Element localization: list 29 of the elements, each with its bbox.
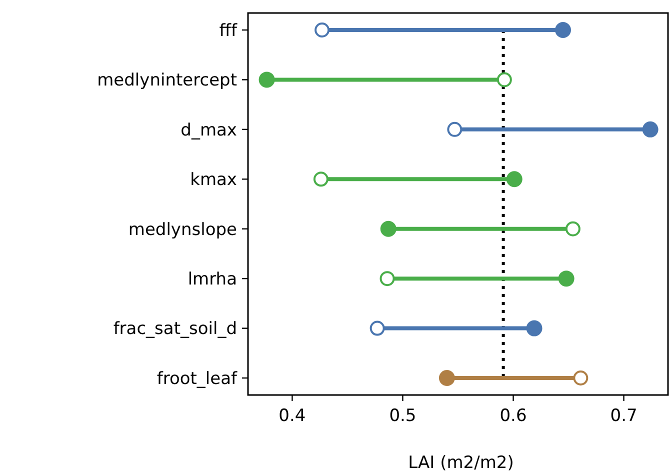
y-tick-label: d_max <box>180 120 237 140</box>
point <box>313 172 328 187</box>
x-axis-title: LAI (m2/m2) <box>408 453 514 473</box>
y-tick-label: fff <box>219 20 238 41</box>
y-tick-label: medlynslope <box>128 220 237 240</box>
point <box>438 370 455 386</box>
point <box>526 320 542 336</box>
point <box>558 270 574 287</box>
point <box>380 271 395 286</box>
point <box>506 171 522 188</box>
point <box>258 72 275 88</box>
y-tick-label: kmax <box>190 170 237 190</box>
y-tick-label: medlynintercept <box>97 70 238 91</box>
point <box>573 370 588 386</box>
x-tick-label: 0.5 <box>389 406 416 426</box>
x-tick-label: 0.7 <box>610 406 638 426</box>
point <box>555 22 571 38</box>
x-tick-label: 0.6 <box>500 406 527 426</box>
x-tick-label: 0.4 <box>278 406 306 426</box>
point <box>314 22 330 38</box>
point <box>496 72 512 88</box>
point <box>380 220 396 237</box>
point <box>370 320 385 336</box>
y-tick-label: frac_sat_soil_d <box>113 319 237 340</box>
point <box>642 121 658 138</box>
point <box>565 221 580 236</box>
point <box>447 122 462 137</box>
y-tick-label: froot_leaf <box>156 368 238 389</box>
y-tick-label: lmrha <box>188 270 237 290</box>
